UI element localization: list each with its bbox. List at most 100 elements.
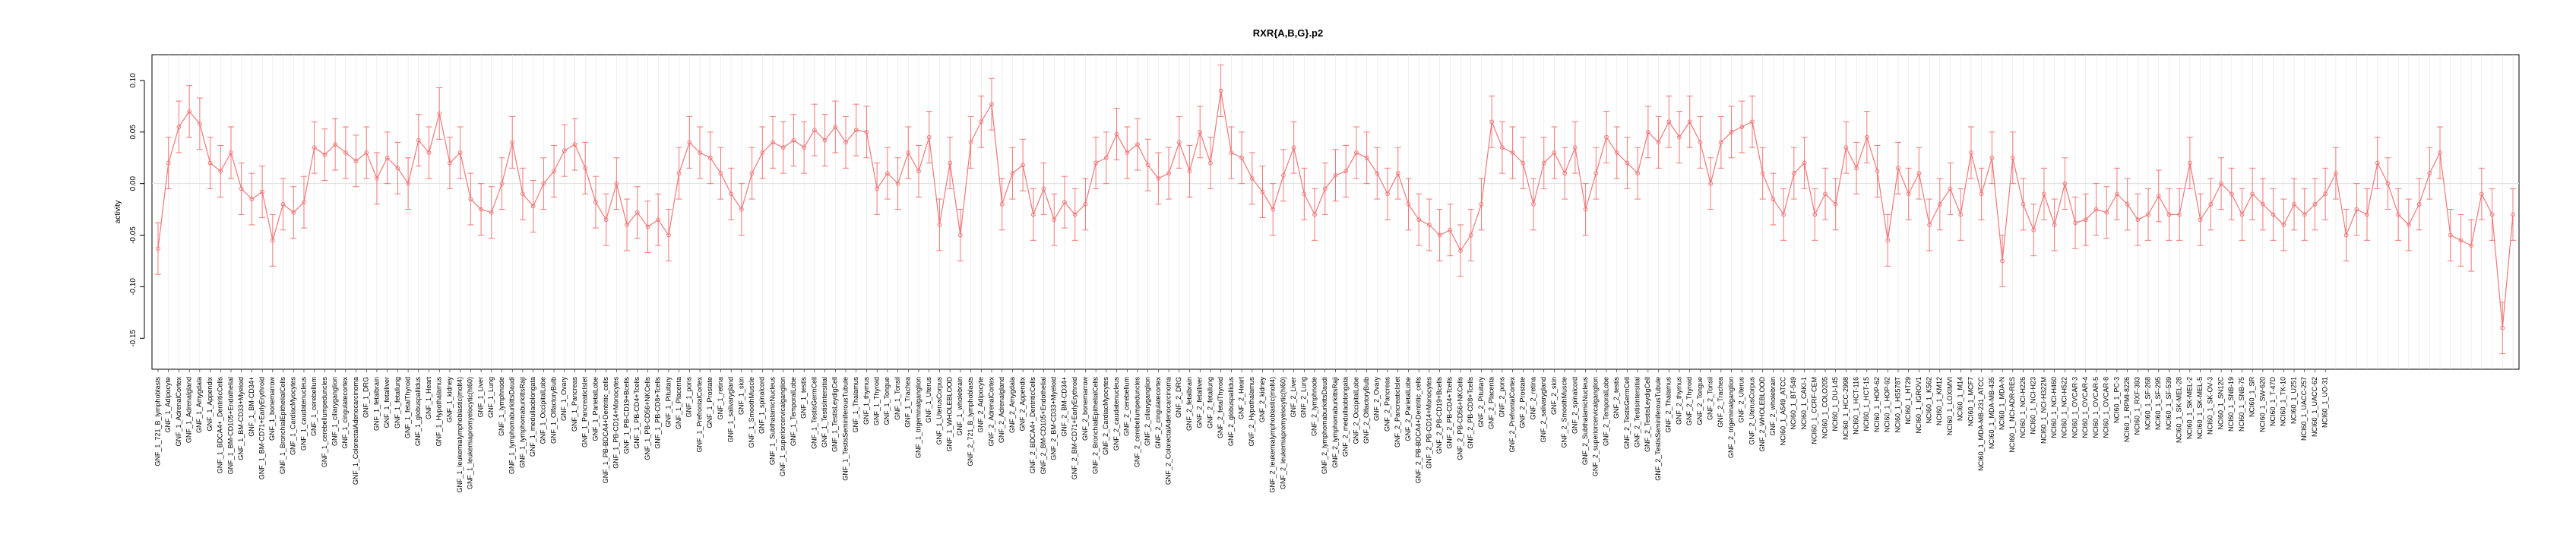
data-point xyxy=(1291,145,1296,150)
x-tick-label: NCI60_1_MDA-MB-435 xyxy=(1988,377,1995,449)
x-tick-label: GNF_1_fetalbrain xyxy=(372,377,380,431)
x-tick-label: GNF_2_skin xyxy=(1550,377,1558,415)
x-tick-label: GNF_1_BM-CD71+EarlyErythroid xyxy=(258,377,265,479)
data-point xyxy=(1781,212,1786,217)
data-point xyxy=(2312,201,2318,207)
x-tick-label: GNF_1_PB-CD8+Tcells xyxy=(654,377,662,449)
data-point xyxy=(1333,172,1338,178)
x-tick-label: GNF_1_lymphomaburkittsDaudi xyxy=(508,377,516,474)
x-tick-label: GNF_1_Lung xyxy=(487,377,495,418)
data-point xyxy=(593,200,598,205)
data-point xyxy=(1364,155,1369,160)
x-tick-label: NCI60_1_NCI-ADR-RES xyxy=(2008,377,2016,453)
x-tick-label: GNF_2_lymphnode xyxy=(1310,377,1318,436)
x-tick-label: GNF_1_leukemialymphoblastic(molt4) xyxy=(456,377,464,493)
x-tick-label: GNF_2_ciliaryganglion xyxy=(1144,377,1151,446)
x-tick-label: GNF_1_CardiacMyocytes xyxy=(290,377,297,456)
data-point xyxy=(2416,201,2422,207)
x-tick-label: NCI60_1_HS578T xyxy=(1894,377,1901,433)
x-tick-label: NCI60_1_T-47D xyxy=(2269,377,2277,427)
data-point xyxy=(1052,217,1057,223)
data-point xyxy=(1322,186,1328,191)
data-point xyxy=(1510,150,1515,155)
data-point xyxy=(1103,155,1109,160)
data-point xyxy=(864,129,869,134)
data-point xyxy=(2166,212,2172,217)
x-tick-label: GNF_1_Pancreas xyxy=(571,377,578,432)
data-point xyxy=(1010,171,1015,175)
data-point xyxy=(2146,212,2150,217)
y-tick-label: -0.05 xyxy=(129,226,138,244)
data-point xyxy=(239,186,244,191)
data-point xyxy=(353,158,359,163)
data-point xyxy=(1614,150,1619,155)
x-tick-label: GNF_2_SubthalamicNucleus xyxy=(1581,377,1589,466)
x-tick-label: GNF_2_Lung xyxy=(1300,377,1308,418)
x-tick-label: GNF_2_SmoothMuscle xyxy=(1561,377,1568,448)
x-tick-label: GNF_1_TestisGermCell xyxy=(810,377,818,449)
x-tick-label: GNF_2_caudatenucleus xyxy=(1112,377,1120,451)
data-point xyxy=(260,189,265,194)
data-point xyxy=(2365,212,2369,217)
x-tick-label: GNF_2_fetallung xyxy=(1206,377,1214,428)
x-tick-label: NCI60_1_HOP-92 xyxy=(1884,377,1891,432)
x-tick-label: NCI60_1_SF-539 xyxy=(2165,377,2173,430)
data-point xyxy=(1645,129,1650,134)
data-point xyxy=(2239,212,2245,217)
x-tick-label: GNF_2_Tonsil xyxy=(1707,377,1714,420)
data-point xyxy=(1145,163,1150,168)
x-tick-label: GNF_2_cerebellum xyxy=(1123,377,1131,436)
data-point xyxy=(999,201,1005,207)
data-point xyxy=(1812,212,1818,217)
data-point xyxy=(1791,171,1796,175)
data-point xyxy=(2125,201,2130,207)
data-point xyxy=(1937,201,1942,207)
x-tick-label: GNF_1_Adrenalgland xyxy=(185,377,193,443)
x-tick-label: GNF_2_pons xyxy=(1498,377,1505,418)
data-point xyxy=(1572,145,1578,150)
x-tick-label: GNF_1_caudatenucleus xyxy=(299,377,307,451)
data-point xyxy=(1666,119,1672,125)
data-point xyxy=(2250,191,2255,197)
x-tick-label: NCI60_1_NCI-H23 xyxy=(2030,377,2037,435)
x-tick-label: GNF_2_PB-CD14+Monocytes xyxy=(1425,377,1432,469)
data-point xyxy=(291,210,296,215)
x-tick-label: GNF_1_Hypothalamus xyxy=(435,377,443,447)
x-tick-label: GNF_2_Pancreas xyxy=(1383,377,1391,432)
data-point xyxy=(2302,212,2307,217)
x-tick-label: GNF_1_Trachea xyxy=(904,377,912,428)
data-point xyxy=(1354,150,1359,155)
data-point xyxy=(1437,232,1442,238)
x-tick-label: GNF_1_Adipocyte xyxy=(164,377,172,433)
data-point xyxy=(771,140,775,145)
series xyxy=(155,65,2516,355)
data-point xyxy=(822,138,828,143)
data-point xyxy=(2104,210,2109,215)
x-tick-label: GNF_1_DRG xyxy=(362,377,370,418)
x-tick-label: GNF_2_BM-CD34+ xyxy=(1060,377,1068,437)
data-point xyxy=(1541,160,1546,166)
data-point xyxy=(270,238,275,243)
x-tick-label: GNF_2_Tongue xyxy=(1696,377,1704,425)
data-point xyxy=(1521,160,1526,166)
data-point xyxy=(2021,201,2026,207)
data-point xyxy=(468,197,473,201)
data-point xyxy=(1718,140,1723,145)
data-point xyxy=(1760,171,1765,175)
data-point xyxy=(2323,191,2328,197)
data-point xyxy=(426,150,432,155)
data-point xyxy=(457,150,463,155)
data-point xyxy=(802,145,807,150)
x-tick-label: GNF_1_medullaoblongata xyxy=(529,377,536,457)
data-point xyxy=(1677,134,1682,140)
data-point xyxy=(1729,129,1734,134)
data-point xyxy=(1406,201,1411,207)
x-tick-label: GNF_2_fetalThyroid xyxy=(1217,377,1224,438)
data-point xyxy=(1896,166,1900,171)
data-point xyxy=(833,125,838,129)
x-tick-label: GNF_1_Tongue xyxy=(883,377,891,425)
data-point xyxy=(530,204,536,209)
x-tick-label: NCI60_1_SN12C xyxy=(2217,377,2224,430)
data-point xyxy=(2177,212,2182,217)
x-tick-label: GNF_2_Appendix xyxy=(1019,377,1027,432)
